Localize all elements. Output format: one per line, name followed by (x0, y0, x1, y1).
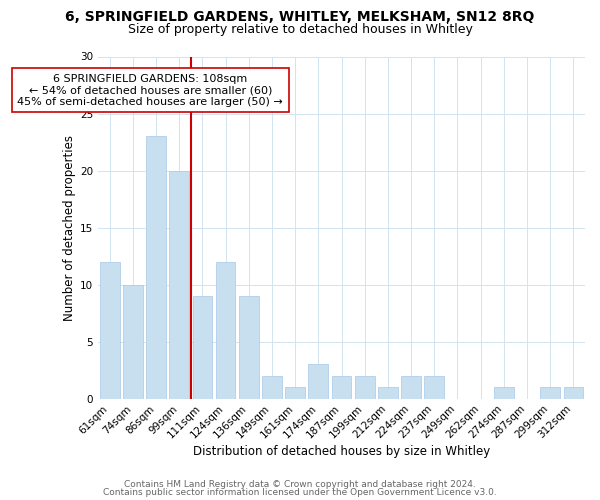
Bar (239, 296, 259, 398)
Bar (378, 387, 398, 398)
Bar (146, 136, 166, 398)
Bar (355, 376, 374, 398)
Bar (541, 387, 560, 398)
Text: 6 SPRINGFIELD GARDENS: 108sqm
← 54% of detached houses are smaller (60)
45% of s: 6 SPRINGFIELD GARDENS: 108sqm ← 54% of d… (17, 74, 283, 107)
Text: 6, SPRINGFIELD GARDENS, WHITLEY, MELKSHAM, SN12 8RQ: 6, SPRINGFIELD GARDENS, WHITLEY, MELKSHA… (65, 10, 535, 24)
Bar (193, 296, 212, 398)
Bar (494, 387, 514, 398)
Bar (563, 387, 583, 398)
Bar (262, 376, 282, 398)
Bar (308, 364, 328, 398)
Bar (123, 284, 143, 399)
Text: Contains HM Land Registry data © Crown copyright and database right 2024.: Contains HM Land Registry data © Crown c… (124, 480, 476, 489)
Bar (424, 376, 444, 398)
Bar (285, 387, 305, 398)
Bar (401, 376, 421, 398)
Bar (100, 262, 119, 398)
X-axis label: Distribution of detached houses by size in Whitley: Distribution of detached houses by size … (193, 444, 490, 458)
Bar (332, 376, 352, 398)
Bar (169, 170, 189, 398)
Bar (216, 262, 235, 398)
Text: Size of property relative to detached houses in Whitley: Size of property relative to detached ho… (128, 22, 472, 36)
Text: Contains public sector information licensed under the Open Government Licence v3: Contains public sector information licen… (103, 488, 497, 497)
Y-axis label: Number of detached properties: Number of detached properties (63, 134, 76, 320)
